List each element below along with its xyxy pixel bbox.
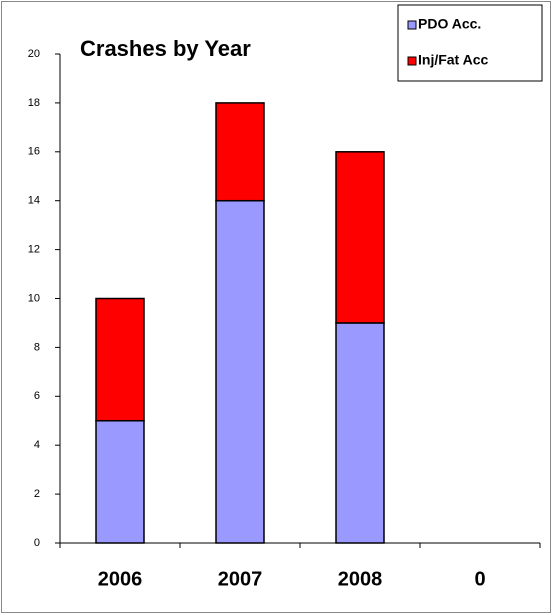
bar-segment [95,297,145,422]
bar-segment [215,102,265,202]
y-tick-label: 18 [28,97,40,109]
bar-segment [335,151,385,324]
y-tick-label: 10 [28,292,40,304]
x-tick-label: 2006 [98,568,143,590]
bar-segment [95,420,145,544]
x-tick-label: 0 [474,568,485,590]
y-tick-label: 8 [34,341,40,353]
x-tick-label: 2007 [218,568,263,590]
y-tick-label: 16 [28,146,40,158]
bar-segment [215,199,265,544]
y-tick-label: 12 [28,244,40,256]
x-tick-label: 2008 [338,568,383,590]
legend-swatch [407,56,417,66]
y-tick-label: 4 [34,439,40,451]
y-tick-label: 14 [28,195,40,207]
legend-label: Inj/Fat Acc [418,52,488,68]
y-tick-label: 20 [28,48,40,60]
bar-segment [335,322,385,544]
chart-title: Crashes by Year [80,36,251,61]
y-tick-label: 0 [34,537,40,549]
legend-box [397,4,543,82]
y-tick-label: 2 [34,488,40,500]
legend-label: PDO Acc. [418,16,481,32]
y-tick-label: 6 [34,390,40,402]
legend-swatch [407,20,417,30]
